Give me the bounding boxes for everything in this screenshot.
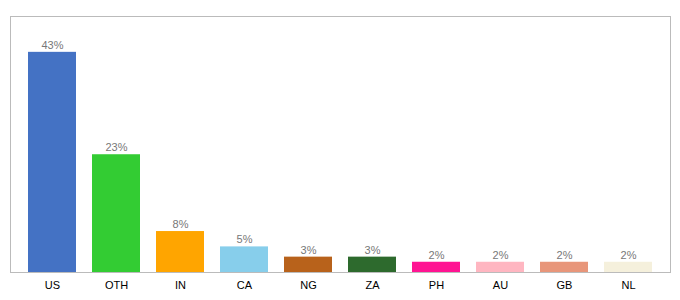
svg-text:AU: AU <box>493 279 508 291</box>
svg-text:PH: PH <box>429 279 444 291</box>
svg-text:ZA: ZA <box>365 279 380 291</box>
svg-text:NG: NG <box>300 279 317 291</box>
svg-text:5%: 5% <box>237 233 253 245</box>
svg-text:2%: 2% <box>429 249 445 261</box>
svg-text:3%: 3% <box>365 244 381 256</box>
svg-text:2%: 2% <box>493 249 509 261</box>
svg-text:CA: CA <box>237 279 253 291</box>
svg-text:23%: 23% <box>105 141 127 153</box>
svg-text:43%: 43% <box>41 39 63 51</box>
svg-text:NL: NL <box>621 279 635 291</box>
svg-text:OTH: OTH <box>105 279 128 291</box>
svg-text:2%: 2% <box>557 249 573 261</box>
svg-text:8%: 8% <box>173 218 189 230</box>
svg-text:IN: IN <box>175 279 186 291</box>
svg-text:3%: 3% <box>301 244 317 256</box>
svg-text:GB: GB <box>557 279 573 291</box>
svg-text:US: US <box>45 279 60 291</box>
svg-text:2%: 2% <box>621 249 637 261</box>
